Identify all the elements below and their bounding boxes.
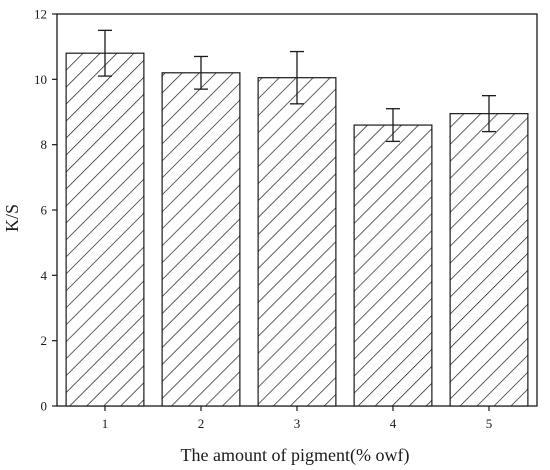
error-bar-1 — [98, 29, 112, 77]
bar-5 — [449, 113, 529, 407]
bar-1 — [65, 52, 145, 407]
y-tick-label-12: 12 — [34, 7, 47, 22]
y-tick-label-8: 8 — [41, 137, 48, 152]
error-bar-4 — [386, 108, 400, 143]
y-tick-label-6: 6 — [41, 203, 48, 218]
x-tick-label-2: 2 — [198, 416, 205, 431]
y-axis: 0 2 4 6 8 10 12 — [34, 7, 57, 414]
y-tick-label-10: 10 — [34, 72, 47, 87]
error-bars-group — [98, 29, 496, 143]
x-axis: 1 2 3 4 5 — [102, 406, 493, 431]
bar-4 — [353, 124, 433, 407]
x-tick-label-5: 5 — [486, 416, 493, 431]
bar-2 — [161, 72, 241, 407]
y-tick-label-4: 4 — [41, 268, 48, 283]
y-tick-label-2: 2 — [41, 333, 48, 348]
x-tick-label-4: 4 — [390, 416, 397, 431]
x-tick-label-3: 3 — [294, 416, 301, 431]
x-axis-title: The amount of pigment(% owf) — [181, 445, 410, 466]
x-tick-label-1: 1 — [102, 416, 109, 431]
error-bar-5 — [482, 95, 496, 133]
y-axis-title: K/S — [2, 204, 22, 232]
bars-group — [65, 52, 529, 407]
error-bar-3 — [290, 50, 304, 105]
error-bar-2 — [194, 55, 208, 90]
bar-3 — [257, 77, 337, 407]
y-tick-label-0: 0 — [41, 399, 48, 414]
